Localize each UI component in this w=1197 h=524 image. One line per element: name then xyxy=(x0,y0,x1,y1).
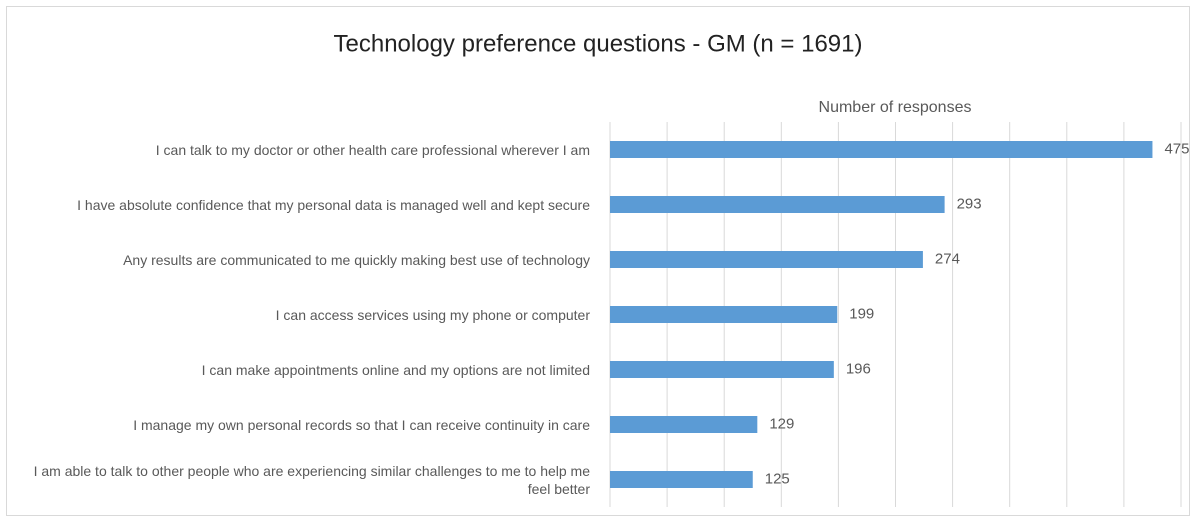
value-label: 129 xyxy=(769,415,794,432)
bar xyxy=(610,141,1153,158)
bar xyxy=(610,196,945,213)
value-label: 125 xyxy=(765,470,790,487)
category-label: I can talk to my doctor or other health … xyxy=(155,141,590,158)
value-label: 274 xyxy=(935,250,960,267)
category-label: I manage my own personal records so that… xyxy=(133,416,590,433)
bar xyxy=(610,416,758,433)
value-label: 196 xyxy=(846,360,871,377)
category-label: I can make appointments online and my op… xyxy=(201,361,590,378)
category-label: I am able to talk to other people who ar… xyxy=(33,462,590,497)
bar xyxy=(610,361,834,378)
value-label: 475 xyxy=(1164,140,1189,157)
chart-border xyxy=(6,6,1190,516)
category-label: I can access services using my phone or … xyxy=(275,306,590,323)
bar xyxy=(610,306,838,323)
value-label: 293 xyxy=(957,195,982,212)
category-label: I have absolute confidence that my perso… xyxy=(77,196,590,213)
bar xyxy=(610,251,923,268)
category-label: Any results are communicated to me quick… xyxy=(123,251,590,268)
value-label: 199 xyxy=(849,305,874,322)
bar xyxy=(610,471,753,488)
chart-title: Technology preference questions - GM (n … xyxy=(334,30,863,57)
axis-label: Number of responses xyxy=(819,99,972,116)
